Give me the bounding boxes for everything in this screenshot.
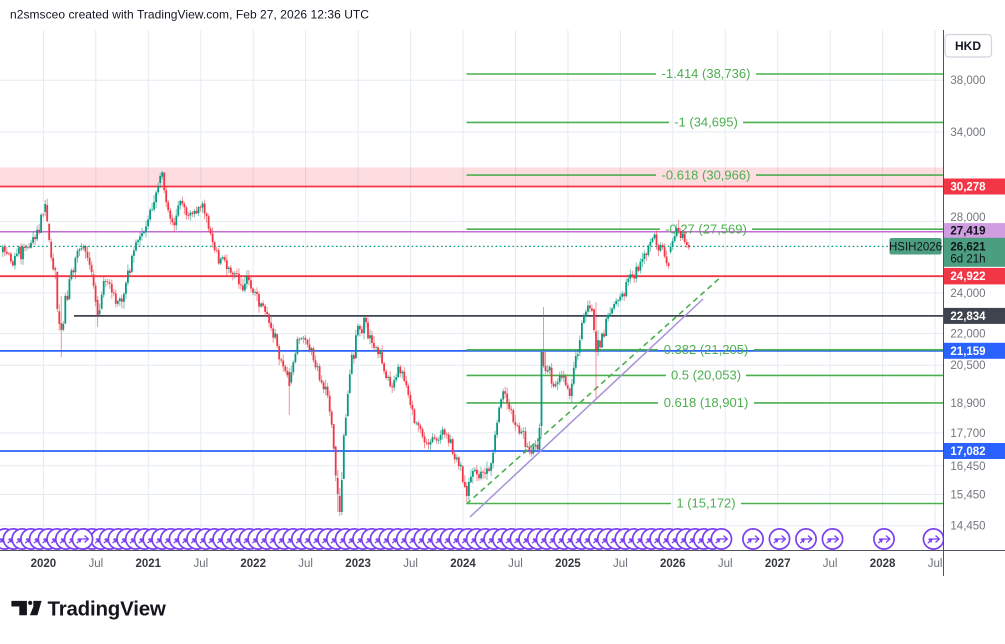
svg-text:0.618 (18,901): 0.618 (18,901) (664, 395, 749, 410)
svg-text:HSIH2026: HSIH2026 (889, 241, 942, 253)
svg-text:22,000: 22,000 (950, 329, 985, 341)
svg-text:Jul: Jul (718, 558, 733, 570)
svg-text:2028: 2028 (870, 558, 896, 570)
svg-text:2020: 2020 (31, 558, 57, 570)
svg-text:21,159: 21,159 (950, 346, 985, 358)
svg-text:17,700: 17,700 (950, 428, 985, 440)
svg-text:-1 (34,695): -1 (34,695) (674, 115, 738, 130)
svg-text:24,000: 24,000 (950, 288, 985, 300)
svg-text:2021: 2021 (136, 558, 162, 570)
svg-text:0.382 (21,205): 0.382 (21,205) (664, 342, 749, 357)
svg-text:17,082: 17,082 (950, 446, 985, 458)
svg-text:Jul: Jul (298, 558, 313, 570)
svg-text:20,500: 20,500 (950, 360, 985, 372)
svg-text:18,900: 18,900 (950, 398, 985, 410)
svg-text:24,922: 24,922 (950, 271, 985, 283)
svg-text:2025: 2025 (555, 558, 581, 570)
svg-text:14,450: 14,450 (950, 521, 985, 533)
svg-text:28,000: 28,000 (950, 212, 985, 224)
svg-text:Jul: Jul (928, 558, 943, 570)
svg-text:HKD: HKD (955, 39, 981, 53)
svg-text:1 (15,172): 1 (15,172) (676, 496, 735, 511)
svg-text:38,000: 38,000 (950, 75, 985, 87)
svg-text:Jul: Jul (613, 558, 628, 570)
svg-text:Jul: Jul (403, 558, 418, 570)
svg-text:22,834: 22,834 (950, 311, 986, 323)
svg-text:0.5 (20,053): 0.5 (20,053) (671, 368, 741, 383)
svg-text:-0.618 (30,966): -0.618 (30,966) (662, 167, 751, 182)
svg-text:30,278: 30,278 (950, 182, 986, 194)
svg-text:2023: 2023 (345, 558, 371, 570)
svg-text:n2smsceo created with TradingV: n2smsceo created with TradingView.com, F… (10, 8, 369, 22)
svg-text:-0.27 (27,569): -0.27 (27,569) (665, 221, 747, 236)
svg-text:2026: 2026 (660, 558, 686, 570)
svg-text:Jul: Jul (823, 558, 838, 570)
svg-text:27,419: 27,419 (950, 226, 985, 238)
svg-text:2022: 2022 (240, 558, 266, 570)
svg-text:Jul: Jul (508, 558, 523, 570)
svg-text:6d 21h: 6d 21h (950, 254, 985, 266)
svg-text:2027: 2027 (765, 558, 791, 570)
svg-text:-1.414 (38,736): -1.414 (38,736) (662, 66, 751, 81)
svg-text:Jul: Jul (88, 558, 103, 570)
svg-text:TradingView: TradingView (48, 598, 166, 621)
svg-text:2024: 2024 (450, 558, 476, 570)
svg-text:26,621: 26,621 (950, 241, 986, 253)
svg-text:15,450: 15,450 (950, 490, 985, 502)
svg-text:34,000: 34,000 (950, 127, 985, 139)
svg-text:16,450: 16,450 (950, 461, 985, 473)
svg-text:Jul: Jul (193, 558, 208, 570)
